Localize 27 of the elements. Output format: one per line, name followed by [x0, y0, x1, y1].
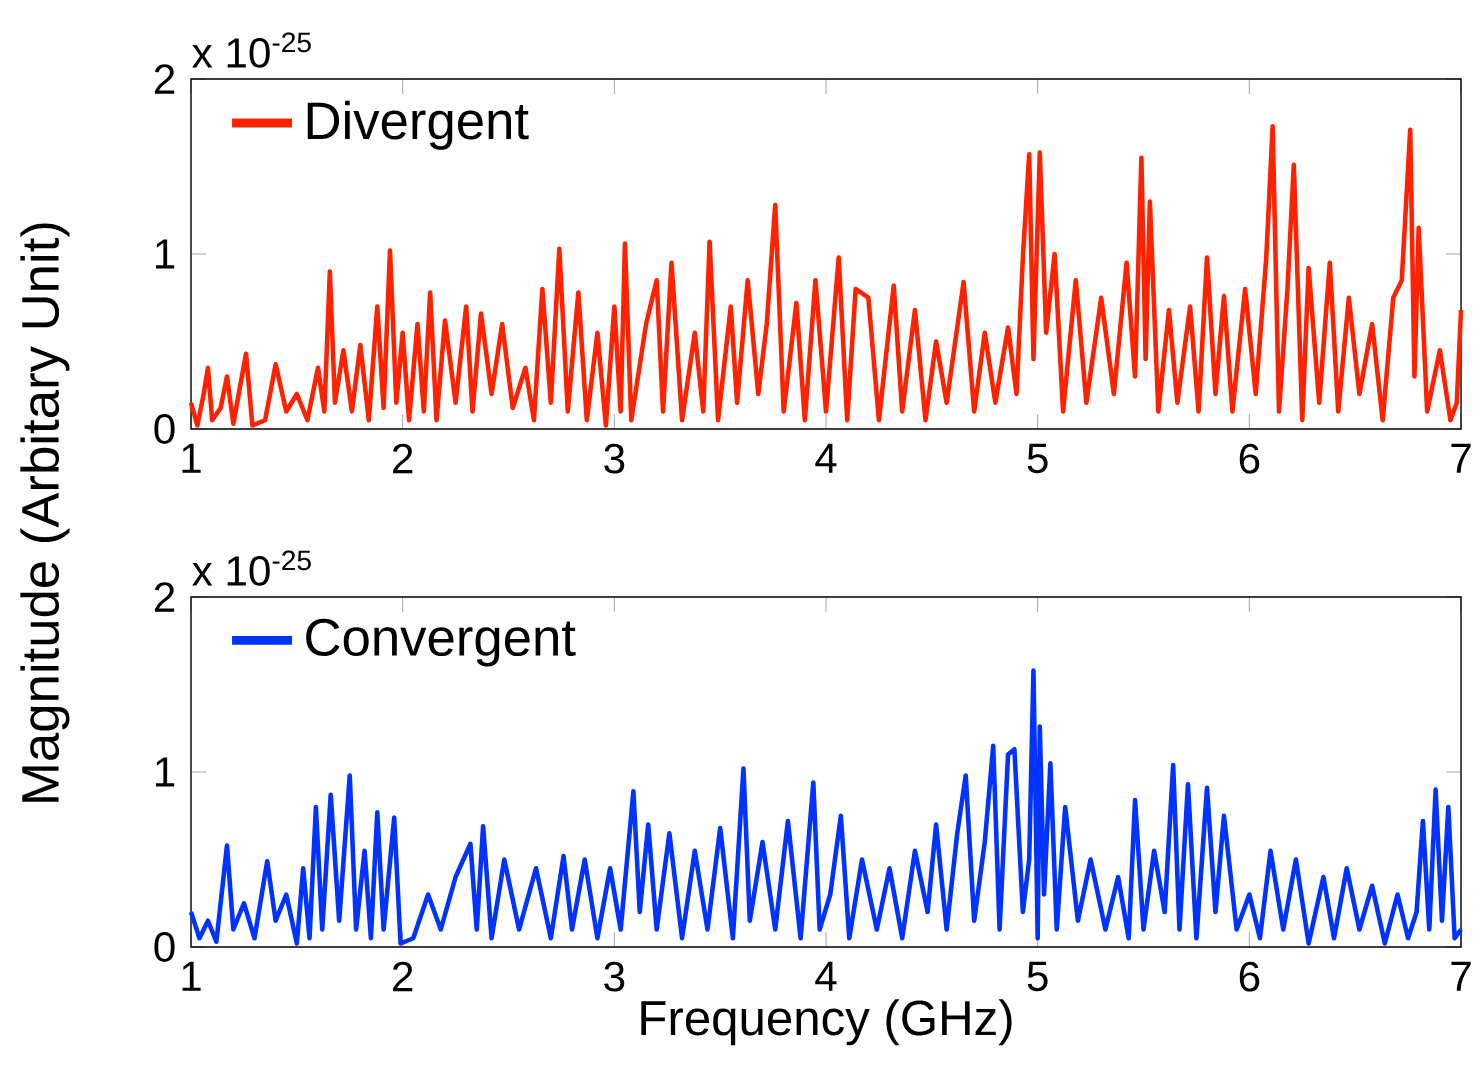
text: x 10$^{-25}$ — [192, 550, 311, 586]
x-tick-label: 5 — [1027, 443, 1048, 474]
y-tick-label: 2 — [154, 64, 175, 94]
x-tick-label: 4 — [815, 443, 837, 473]
x-tick-label: 4 — [815, 961, 837, 991]
x-axis-title: Frequency (GHz) — [641, 999, 1012, 1046]
x-tick-label: 5 — [1027, 961, 1048, 992]
y-tick-label: 1 — [155, 757, 175, 787]
line-series — [188, 668, 1464, 946]
x-tick-label: 1 — [182, 443, 201, 473]
x-tick-label: 2 — [393, 961, 413, 992]
x-tick-label: 7 — [1451, 961, 1471, 991]
x-tick-label: 3 — [604, 443, 625, 474]
x-tick-label: 6 — [1239, 961, 1260, 992]
legend-label: Divergent — [307, 100, 529, 150]
y-tick-label: 1 — [155, 239, 175, 269]
x-tick-label: 3 — [604, 961, 625, 992]
x-tick-label: 6 — [1239, 443, 1260, 474]
y-axis-title: Magnitude (Arbitary Unit) — [20, 223, 70, 802]
x-tick-label: 2 — [393, 443, 413, 474]
y-tick-label: 0 — [154, 414, 175, 444]
x-tick-label: 1 — [182, 961, 201, 991]
y-tick-label: 2 — [154, 582, 175, 612]
y-tick-label: 0 — [154, 932, 175, 962]
legend-label: Convergent — [306, 618, 576, 667]
text: x 10$^{-25}$ — [192, 32, 311, 68]
x-tick-label: 7 — [1451, 443, 1471, 473]
